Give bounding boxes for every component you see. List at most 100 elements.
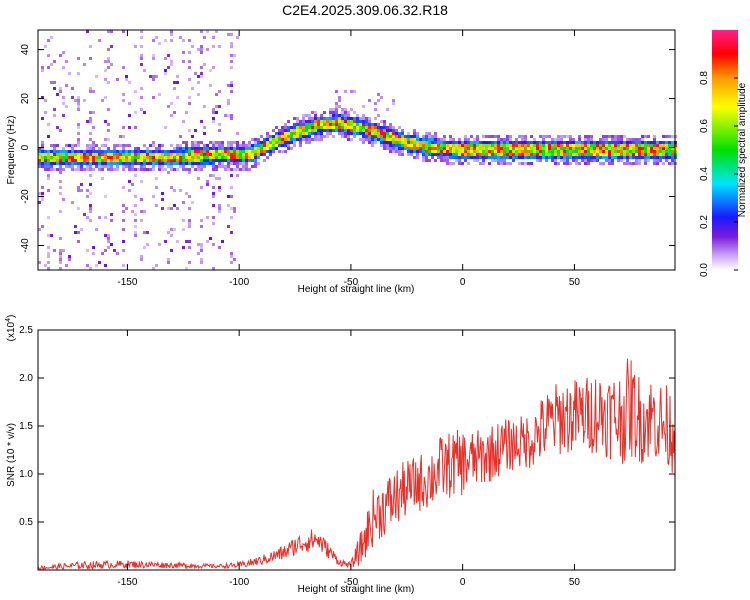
spectrogram-cell — [95, 159, 98, 162]
spectrogram-cell — [344, 135, 347, 138]
spectrogram-cell — [647, 144, 650, 147]
spectrogram-cell — [557, 150, 560, 153]
spectrogram-cell — [239, 147, 242, 150]
spectrogram-cell — [50, 150, 53, 153]
x-tick-label: -100 — [229, 277, 249, 288]
spectrogram-cell — [383, 138, 386, 141]
spectrogram-cell — [638, 153, 641, 156]
spectrogram-cell — [182, 147, 185, 150]
spectrogram-cell — [218, 141, 221, 144]
spectrogram-cell — [476, 144, 479, 147]
spectrogram-cell — [590, 156, 593, 159]
spectrogram-cell — [467, 138, 470, 141]
spectrogram-cell — [125, 150, 128, 153]
colorbar-label: Normalized spectral amplitude — [737, 82, 748, 217]
spectrogram-cell — [170, 249, 173, 252]
chart-title: C2E4.2025.309.06.32.R18 — [282, 2, 448, 18]
spectrogram-cell — [233, 141, 236, 144]
spectrogram-cell — [149, 156, 152, 159]
spectrogram-cell — [536, 159, 539, 162]
spectrogram-cell — [86, 156, 89, 159]
spectrogram-cell — [101, 177, 104, 180]
spectrogram-cell — [224, 168, 227, 171]
spectrogram-cell — [527, 144, 530, 147]
spectrogram-cell — [80, 183, 83, 186]
spectrogram-cell — [170, 144, 173, 147]
spectrogram-cell — [545, 156, 548, 159]
spectrogram-cell — [212, 159, 215, 162]
spectrogram-cell — [98, 165, 101, 168]
spectrogram-cell — [122, 99, 125, 102]
spectrogram-cell — [518, 150, 521, 153]
spectrogram-cell — [470, 147, 473, 150]
spectrogram-cell — [470, 144, 473, 147]
spectrogram-cell — [134, 219, 137, 222]
spectrogram-cell — [59, 156, 62, 159]
spectrogram-cell — [197, 156, 200, 159]
spectrogram-cell — [65, 144, 68, 147]
spectrogram-cell — [671, 150, 674, 153]
spectrogram-cell — [368, 99, 371, 102]
spectrogram-cell — [176, 144, 179, 147]
spectrogram-cell — [110, 213, 113, 216]
spectrogram-cell — [254, 141, 257, 144]
spectrogram-cell — [293, 141, 296, 144]
spectrogram-cell — [128, 189, 131, 192]
spectrogram-cell — [542, 150, 545, 153]
spectrogram-cell — [326, 135, 329, 138]
spectrogram-cell — [218, 153, 221, 156]
spectrogram-cell — [521, 141, 524, 144]
spectrogram-cell — [254, 147, 257, 150]
spectrogram-cell — [599, 153, 602, 156]
spectrogram-cell — [383, 147, 386, 150]
spectrogram-cell — [599, 156, 602, 159]
spectrogram-cell — [479, 147, 482, 150]
spectrogram-cell — [533, 153, 536, 156]
spectrogram-cell — [572, 138, 575, 141]
spectrogram-cell — [44, 165, 47, 168]
spectrogram-cell — [212, 162, 215, 165]
spectrogram-cell — [257, 147, 260, 150]
spectrogram-cell — [455, 144, 458, 147]
spectrogram-cell — [623, 144, 626, 147]
spectrogram-cell — [89, 120, 92, 123]
spectrogram-cell — [608, 156, 611, 159]
spectrogram-cell — [86, 153, 89, 156]
spectrogram-cell — [533, 144, 536, 147]
spectrogram-cell — [254, 144, 257, 147]
spectrogram-cell — [218, 45, 221, 48]
spectrogram-cell — [305, 135, 308, 138]
spectrogram-cell — [449, 141, 452, 144]
spectrogram-cell — [221, 159, 224, 162]
spectrogram-cell — [452, 156, 455, 159]
spectrogram-cell — [422, 135, 425, 138]
spectrogram-cell — [56, 159, 59, 162]
spectrogram-cell — [389, 126, 392, 129]
spectrogram-cell — [197, 162, 200, 165]
spectrogram-cell — [488, 144, 491, 147]
spectrogram-cell — [209, 159, 212, 162]
spectrogram-cell — [485, 141, 488, 144]
spectrogram-cell — [503, 150, 506, 153]
spectrogram-cell — [140, 150, 143, 153]
spectrogram-cell — [140, 153, 143, 156]
spectrogram-cell — [614, 135, 617, 138]
spectrogram-cell — [437, 153, 440, 156]
spectrogram-cell — [284, 141, 287, 144]
spectrogram-cell — [251, 159, 254, 162]
spectrogram-cell — [197, 147, 200, 150]
spectrogram-cell — [221, 156, 224, 159]
spectrogram-cell — [485, 156, 488, 159]
spectrogram-cell — [626, 138, 629, 141]
spectrogram-cell — [116, 168, 119, 171]
spectrogram-cell — [425, 150, 428, 153]
spectrogram-cell — [602, 150, 605, 153]
spectrogram-cell — [581, 156, 584, 159]
spectrogram-cell — [218, 186, 221, 189]
spectrogram-cell — [641, 141, 644, 144]
spectrogram-cell — [254, 153, 257, 156]
spectrogram-cell — [335, 123, 338, 126]
spectrogram-cell — [542, 141, 545, 144]
spectrogram-cell — [77, 102, 80, 105]
spectrogram-cell — [104, 96, 107, 99]
